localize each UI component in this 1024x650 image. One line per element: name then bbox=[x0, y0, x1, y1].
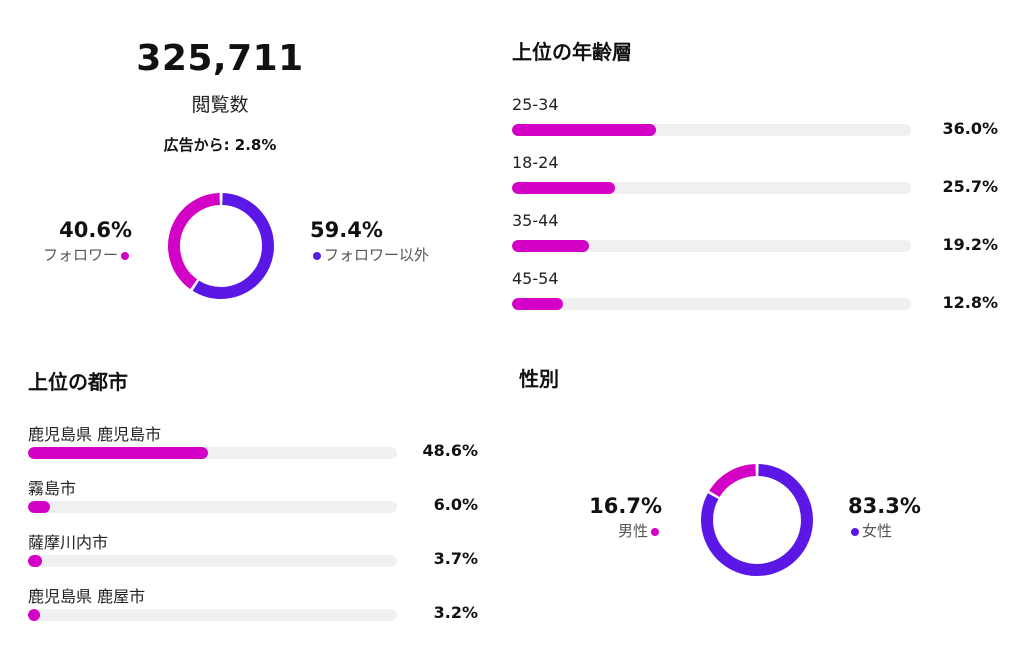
age-bar-value: 12.8% bbox=[942, 293, 998, 312]
age-bar-fill bbox=[512, 298, 564, 310]
age-bar-track bbox=[512, 182, 911, 194]
male-pct: 16.7% bbox=[589, 494, 662, 518]
city-bar-track bbox=[28, 501, 397, 513]
female-dot-icon bbox=[851, 527, 859, 536]
age-bar-value: 25.7% bbox=[942, 177, 998, 196]
city-bar-track bbox=[28, 555, 397, 567]
donut-segment-non-followers bbox=[168, 193, 274, 299]
age-bar-fill bbox=[512, 240, 589, 252]
city-bar-fill bbox=[28, 501, 51, 513]
age-bar-track bbox=[512, 240, 911, 252]
gender-donut bbox=[701, 464, 813, 576]
non-followers-dot-icon bbox=[313, 251, 321, 260]
city-bar-value: 3.7% bbox=[433, 549, 478, 568]
female-legend: 女性 bbox=[848, 520, 968, 541]
city-bar-value: 48.6% bbox=[422, 441, 478, 460]
city-bar-value: 6.0% bbox=[433, 495, 478, 514]
follower-donut bbox=[168, 193, 274, 299]
male-stat: 16.7% 男性 bbox=[560, 494, 662, 541]
followers-legend: フォロワー bbox=[30, 244, 132, 265]
non-followers-legend: フォロワー以外 bbox=[310, 244, 450, 265]
donut-segment-male bbox=[701, 464, 813, 576]
city-bar-fill bbox=[28, 447, 208, 459]
male-legend: 男性 bbox=[560, 520, 662, 541]
views-label: 閲覧数 bbox=[191, 94, 249, 116]
city-bar-track bbox=[28, 447, 397, 459]
city-bar-label: 薩摩川内市 bbox=[28, 533, 109, 552]
city-bar-value: 3.2% bbox=[433, 603, 478, 622]
age-bar-label: 45-54 bbox=[512, 269, 559, 288]
non-followers-pct: 59.4% bbox=[310, 218, 383, 242]
age-bar-label: 35-44 bbox=[512, 211, 559, 230]
non-followers-label: フォロワー以外 bbox=[324, 246, 430, 264]
male-dot-icon bbox=[651, 527, 659, 536]
age-bar-track bbox=[512, 124, 911, 136]
gender-section-title: 性別 bbox=[519, 367, 559, 391]
city-bar-label: 鹿児島県 鹿屋市 bbox=[28, 587, 146, 606]
age-bar-label: 18-24 bbox=[512, 153, 559, 172]
female-stat: 83.3% 女性 bbox=[848, 494, 968, 541]
age-bar-value: 36.0% bbox=[942, 119, 998, 138]
ads-share: 広告から: 2.8% bbox=[163, 136, 277, 154]
male-label: 男性 bbox=[617, 522, 648, 540]
non-followers-stat: 59.4% フォロワー以外 bbox=[310, 218, 450, 265]
city-bar-label: 鹿児島県 鹿児島市 bbox=[28, 425, 162, 444]
age-bar-fill bbox=[512, 182, 615, 194]
female-pct: 83.3% bbox=[848, 494, 921, 518]
age-section-title: 上位の年齢層 bbox=[512, 40, 632, 64]
followers-dot-icon bbox=[121, 251, 129, 260]
age-bar-track bbox=[512, 298, 911, 310]
age-bar-fill bbox=[512, 124, 656, 136]
city-bar-fill bbox=[28, 609, 40, 621]
age-bar-label: 25-34 bbox=[512, 95, 559, 114]
city-bar-fill bbox=[28, 555, 42, 567]
followers-stat: 40.6% フォロワー bbox=[30, 218, 132, 265]
city-bar-label: 霧島市 bbox=[28, 479, 77, 498]
followers-label: フォロワー bbox=[42, 246, 118, 264]
cities-section-title: 上位の都市 bbox=[28, 370, 128, 394]
donut-segment-female bbox=[701, 464, 813, 576]
followers-pct: 40.6% bbox=[59, 218, 132, 242]
female-label: 女性 bbox=[862, 522, 893, 540]
views-count: 325,711 bbox=[136, 38, 304, 79]
city-bar-track bbox=[28, 609, 397, 621]
age-bar-value: 19.2% bbox=[942, 235, 998, 254]
donut-segment-followers bbox=[168, 193, 274, 299]
